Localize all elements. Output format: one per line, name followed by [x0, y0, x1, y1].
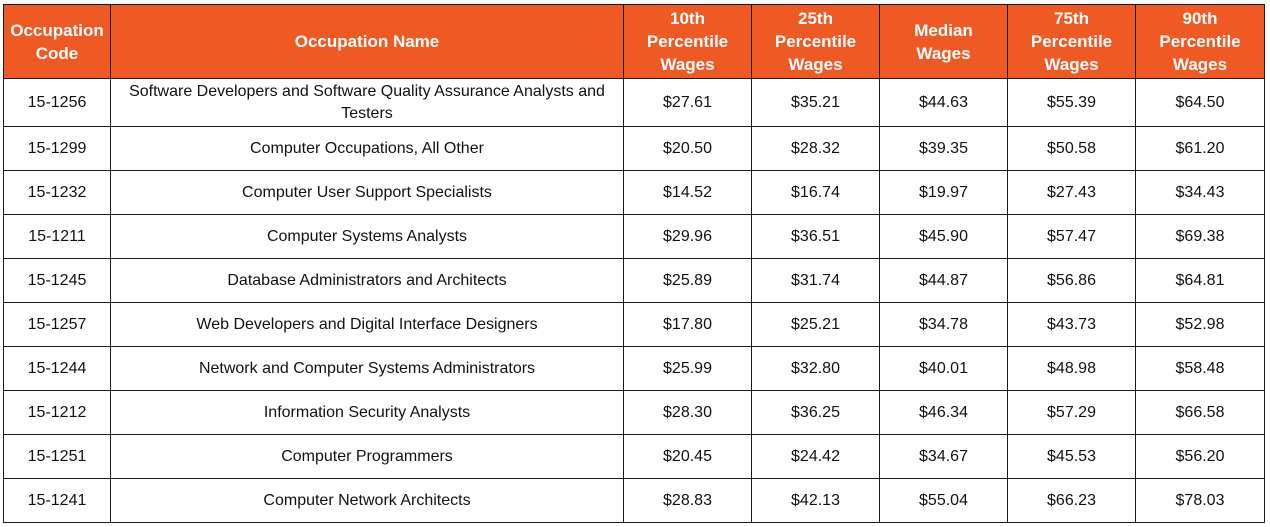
p25-wage-cell: $31.74	[751, 258, 880, 303]
p75-wage-cell: $27.43	[1007, 170, 1136, 215]
p25-wage-cell: $28.32	[751, 126, 880, 171]
occupation-name-cell: Software Developers and Software Quality…	[110, 78, 624, 127]
p75-wage-cell: $43.73	[1007, 302, 1136, 347]
header-75th-percentile: 75th Percentile Wages	[1007, 4, 1136, 79]
occupation-code-cell: 15-1241	[3, 478, 111, 523]
table-row: 15-1256 Software Developers and Software …	[3, 78, 1265, 127]
occupation-name-cell: Computer Programmers	[110, 434, 624, 479]
p75-wage-cell: $57.47	[1007, 214, 1136, 259]
p25-wage-cell: $36.25	[751, 390, 880, 435]
header-occupation-code: Occupation Code	[3, 4, 111, 79]
p10-wage-cell: $20.50	[623, 126, 752, 171]
table-row: 15-1244 Network and Computer Systems Admi…	[3, 346, 1265, 391]
median-wage-cell: $44.63	[879, 78, 1008, 127]
p10-wage-cell: $17.80	[623, 302, 752, 347]
p75-wage-cell: $45.53	[1007, 434, 1136, 479]
p90-wage-cell: $69.38	[1135, 214, 1265, 259]
p25-wage-cell: $16.74	[751, 170, 880, 215]
p10-wage-cell: $25.99	[623, 346, 752, 391]
median-wage-cell: $34.78	[879, 302, 1008, 347]
p90-wage-cell: $52.98	[1135, 302, 1265, 347]
p25-wage-cell: $36.51	[751, 214, 880, 259]
occupation-name-cell: Computer Systems Analysts	[110, 214, 624, 259]
p75-wage-cell: $56.86	[1007, 258, 1136, 303]
p75-wage-cell: $66.23	[1007, 478, 1136, 523]
occupation-name-cell: Computer Network Architects	[110, 478, 624, 523]
header-row: Occupation Code Occupation Name 10th Per…	[3, 4, 1265, 79]
header-90th-percentile: 90th Percentile Wages	[1135, 4, 1265, 79]
wage-table: Occupation Code Occupation Name 10th Per…	[3, 4, 1265, 523]
median-wage-cell: $40.01	[879, 346, 1008, 391]
occupation-code-cell: 15-1211	[3, 214, 111, 259]
p10-wage-cell: $20.45	[623, 434, 752, 479]
p25-wage-cell: $42.13	[751, 478, 880, 523]
median-wage-cell: $55.04	[879, 478, 1008, 523]
median-wage-cell: $19.97	[879, 170, 1008, 215]
p90-wage-cell: $34.43	[1135, 170, 1265, 215]
occupation-code-cell: 15-1232	[3, 170, 111, 215]
occupation-code-cell: 15-1212	[3, 390, 111, 435]
occupation-name-cell: Information Security Analysts	[110, 390, 624, 435]
p25-wage-cell: $25.21	[751, 302, 880, 347]
header-median: Median Wages	[879, 4, 1008, 79]
median-wage-cell: $39.35	[879, 126, 1008, 171]
occupation-code-cell: 15-1257	[3, 302, 111, 347]
median-wage-cell: $45.90	[879, 214, 1008, 259]
p90-wage-cell: $56.20	[1135, 434, 1265, 479]
p10-wage-cell: $14.52	[623, 170, 752, 215]
p25-wage-cell: $24.42	[751, 434, 880, 479]
occupation-name-cell: Computer User Support Specialists	[110, 170, 624, 215]
occupation-code-cell: 15-1244	[3, 346, 111, 391]
table-body: 15-1256 Software Developers and Software …	[3, 78, 1265, 523]
header-25th-percentile: 25th Percentile Wages	[751, 4, 880, 79]
median-wage-cell: $44.87	[879, 258, 1008, 303]
p10-wage-cell: $28.83	[623, 478, 752, 523]
p90-wage-cell: $66.58	[1135, 390, 1265, 435]
p10-wage-cell: $25.89	[623, 258, 752, 303]
header-10th-percentile: 10th Percentile Wages	[623, 4, 752, 79]
occupation-code-cell: 15-1299	[3, 126, 111, 171]
p75-wage-cell: $55.39	[1007, 78, 1136, 127]
p90-wage-cell: $61.20	[1135, 126, 1265, 171]
table-row: 15-1251 Computer Programmers $20.45 $24.42 $…	[3, 434, 1265, 479]
occupation-code-cell: 15-1245	[3, 258, 111, 303]
occupation-name-cell: Web Developers and Digital Interface Des…	[110, 302, 624, 347]
table-row: 15-1241 Computer Network Architects $28.83…	[3, 478, 1265, 523]
p10-wage-cell: $27.61	[623, 78, 752, 127]
occupation-name-cell: Network and Computer Systems Administrat…	[110, 346, 624, 391]
p10-wage-cell: $28.30	[623, 390, 752, 435]
median-wage-cell: $46.34	[879, 390, 1008, 435]
p90-wage-cell: $58.48	[1135, 346, 1265, 391]
p25-wage-cell: $35.21	[751, 78, 880, 127]
p75-wage-cell: $57.29	[1007, 390, 1136, 435]
p25-wage-cell: $32.80	[751, 346, 880, 391]
table-row: 15-1212 Information Security Analysts $28.…	[3, 390, 1265, 435]
occupation-code-cell: 15-1251	[3, 434, 111, 479]
table-row: 15-1232 Computer User Support Specialists…	[3, 170, 1265, 215]
median-wage-cell: $34.67	[879, 434, 1008, 479]
p75-wage-cell: $48.98	[1007, 346, 1136, 391]
p10-wage-cell: $29.96	[623, 214, 752, 259]
table-row: 15-1211 Computer Systems Analysts $29.96 $3…	[3, 214, 1265, 259]
table-header: Occupation Code Occupation Name 10th Per…	[3, 4, 1265, 79]
occupation-name-cell: Computer Occupations, All Other	[110, 126, 624, 171]
p75-wage-cell: $50.58	[1007, 126, 1136, 171]
p90-wage-cell: $78.03	[1135, 478, 1265, 523]
table-row: 15-1245 Database Administrators and Archi…	[3, 258, 1265, 303]
table-row: 15-1257 Web Developers and Digital Interf…	[3, 302, 1265, 347]
table-row: 15-1299 Computer Occupations, All Other $2…	[3, 126, 1265, 171]
p90-wage-cell: $64.50	[1135, 78, 1265, 127]
header-occupation-name: Occupation Name	[110, 4, 624, 79]
occupation-code-cell: 15-1256	[3, 78, 111, 127]
occupation-name-cell: Database Administrators and Architects	[110, 258, 624, 303]
p90-wage-cell: $64.81	[1135, 258, 1265, 303]
